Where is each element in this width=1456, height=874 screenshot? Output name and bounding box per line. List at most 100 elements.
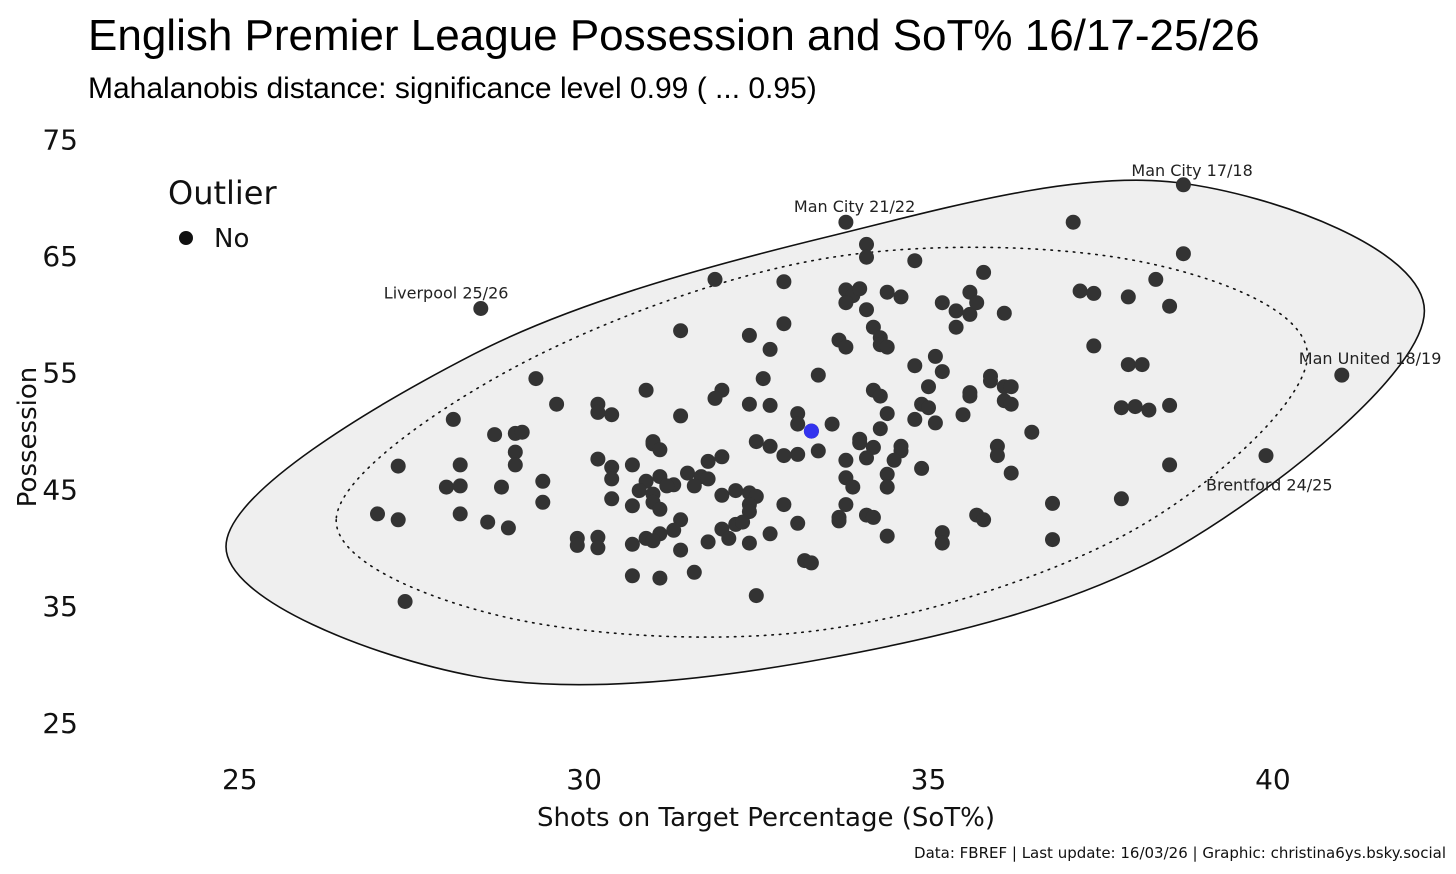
- data-point: [714, 449, 730, 465]
- chart-title: English Premier League Possession and So…: [88, 11, 1260, 60]
- data-point: [790, 446, 806, 462]
- data-point: [1113, 400, 1129, 416]
- data-point: [955, 407, 971, 423]
- annotation-label: Liverpool 25/26: [384, 284, 509, 303]
- data-point: [1113, 491, 1129, 507]
- data-point: [500, 520, 516, 536]
- data-point: [438, 479, 454, 495]
- data-point: [962, 385, 978, 401]
- data-point: [1162, 397, 1178, 413]
- y-tick-label: 65: [42, 240, 78, 273]
- data-point: [790, 406, 806, 422]
- data-point: [859, 236, 874, 252]
- highlight-point: [803, 423, 819, 439]
- data-point: [838, 497, 854, 513]
- data-point: [934, 525, 950, 541]
- data-point: [1141, 402, 1157, 418]
- data-point: [859, 450, 874, 466]
- data-point: [934, 295, 950, 311]
- data-point: [1065, 214, 1081, 230]
- data-point: [1148, 271, 1164, 287]
- data-point: [934, 535, 950, 551]
- data-point: [735, 514, 751, 530]
- data-point: [514, 424, 530, 440]
- data-point: [624, 568, 640, 584]
- data-point: [921, 400, 936, 416]
- data-point: [445, 411, 461, 427]
- data-point: [1134, 357, 1150, 373]
- data-point: [666, 522, 682, 538]
- data-point: [810, 443, 826, 459]
- data-point: [604, 471, 620, 487]
- data-point: [680, 465, 695, 481]
- data-point: [907, 358, 923, 374]
- data-point: [1024, 424, 1040, 440]
- x-tick-label: 30: [566, 763, 602, 796]
- data-point: [762, 397, 778, 413]
- data-point: [776, 448, 792, 464]
- data-point: [1334, 367, 1350, 383]
- data-point: [604, 459, 620, 475]
- data-point: [535, 494, 551, 510]
- data-point: [507, 457, 523, 473]
- data-point: [1003, 379, 1019, 395]
- data-point: [914, 460, 930, 476]
- data-point: [1086, 338, 1102, 354]
- ellipse-095: [335, 246, 1309, 638]
- data-point: [1045, 532, 1060, 548]
- data-point: [638, 382, 654, 398]
- legend-label: No: [214, 224, 249, 254]
- data-point: [927, 348, 943, 364]
- data-point: [872, 421, 888, 437]
- x-axis-title: Shots on Target Percentage (SoT%): [537, 803, 995, 833]
- axis-ticks: 25 30 35 40 25 35 45 55 65 75: [42, 123, 1290, 796]
- data-point: [624, 457, 640, 473]
- data-point: [762, 526, 778, 542]
- data-point: [452, 478, 468, 494]
- data-point: [893, 289, 909, 305]
- data-point: [1045, 495, 1060, 511]
- data-point: [480, 514, 496, 530]
- data-point: [604, 407, 620, 423]
- data-point: [748, 434, 764, 450]
- chart-subtitle: Mahalanobis distance: significance level…: [88, 72, 817, 105]
- annotation-label: Man City 17/18: [1131, 161, 1252, 180]
- data-point: [948, 319, 964, 335]
- data-point: [590, 404, 606, 420]
- data-point: [1072, 283, 1088, 299]
- data-point: [831, 513, 847, 529]
- y-tick-label: 35: [42, 590, 78, 623]
- data-point: [790, 515, 806, 531]
- data-point: [989, 448, 1005, 464]
- data-point: [838, 452, 854, 468]
- data-point: [1162, 298, 1178, 314]
- data-point: [673, 408, 689, 424]
- data-point: [838, 339, 854, 355]
- data-point: [927, 415, 943, 431]
- data-point: [728, 483, 744, 499]
- data-point: [776, 497, 792, 513]
- data-point: [907, 411, 923, 427]
- data-point: [507, 444, 523, 460]
- data-point: [879, 284, 895, 300]
- data-point: [590, 540, 606, 556]
- data-point: [452, 457, 468, 473]
- data-point: [494, 479, 509, 495]
- y-tick-label: 45: [42, 473, 78, 506]
- y-tick-label: 55: [42, 357, 78, 390]
- data-point: [879, 406, 895, 422]
- data-point: [748, 588, 764, 604]
- data-point: [790, 416, 806, 432]
- data-point: [652, 570, 668, 586]
- data-point: [604, 491, 620, 507]
- data-point: [645, 533, 661, 549]
- data-point: [707, 390, 723, 406]
- x-tick-label: 40: [1255, 763, 1291, 796]
- data-point: [569, 537, 585, 553]
- data-points: [370, 177, 1350, 609]
- data-point: [549, 396, 565, 412]
- data-point: [838, 214, 854, 230]
- data-point: [487, 427, 503, 443]
- data-point: [838, 295, 854, 311]
